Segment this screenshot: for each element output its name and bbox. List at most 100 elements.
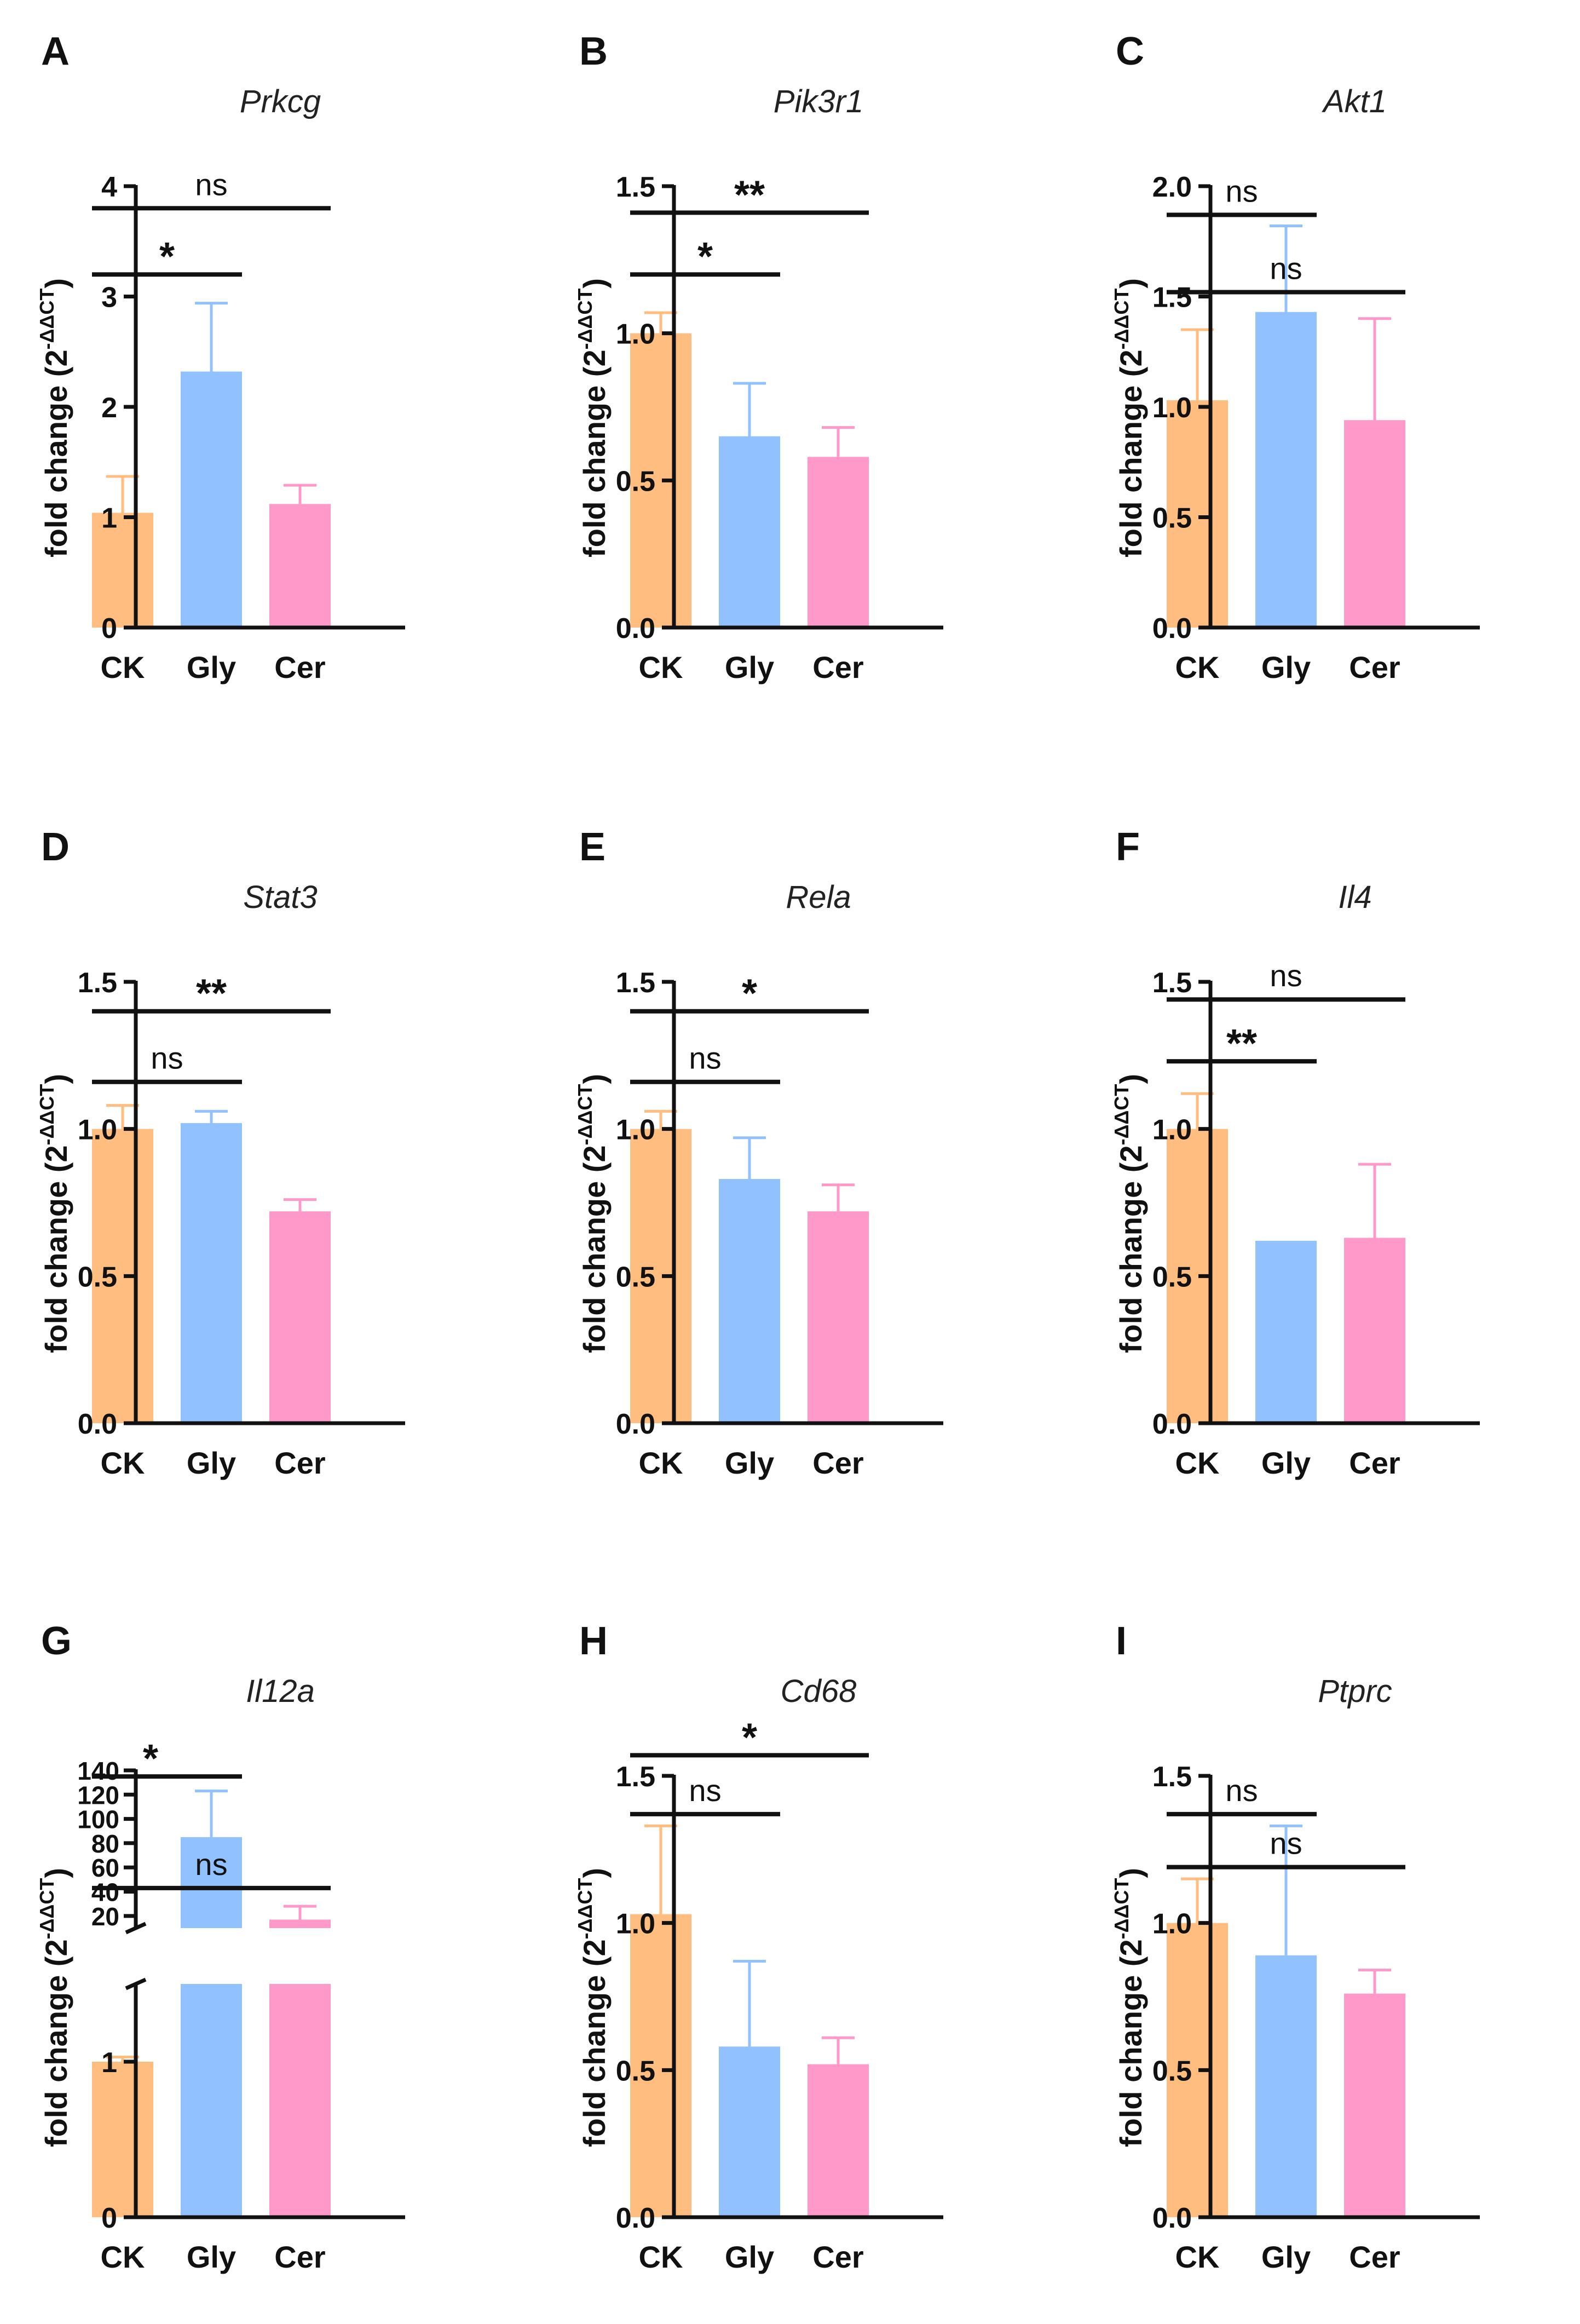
panel-g-ytick-label: 0 [101, 2202, 117, 2234]
panel-g-sig-label: ns [195, 1847, 227, 1882]
panel-H: H Cd68 fold change (2-ΔΔCT) CK Gly Cer 0.0 0.5 1… [574, 1619, 943, 2274]
panel-c-xtick-ck: CK [1175, 650, 1220, 684]
panel-g-bar-upper-gly [181, 1837, 242, 1928]
panel-g-ytick-label: 140 [77, 1757, 119, 1785]
panel-d-xtick-cer: Cer [274, 1446, 325, 1480]
panel-g-letter: G [41, 1619, 72, 1663]
panel-e-ytick-label: 1.5 [616, 967, 655, 999]
panel-f-ytick-label: 1.5 [1152, 967, 1192, 999]
panel-c-title: Akt1 [1322, 84, 1387, 119]
panel-i-sig-label: ns [1270, 1826, 1302, 1861]
panel-a-sig-label: * [159, 235, 175, 279]
panel-b-title: Pik3r1 [774, 84, 863, 119]
panel-e-bar-ck [630, 1129, 691, 1423]
panel-g-ytick-label: 1 [101, 2047, 117, 2079]
panel-h-ytick-label: 0.0 [616, 2202, 655, 2234]
panel-c-bar-ck [1167, 400, 1228, 628]
panel-i-ytick-label: 0.5 [1152, 2055, 1192, 2087]
panel-f-ylabel: fold change (2-ΔΔCT) [1110, 1074, 1148, 1353]
panel-d-xtick-ck: CK [101, 1446, 145, 1480]
panel-I: I Ptprc fold change (2-ΔΔCT) CK Gly Cer 0.0 0.5… [1110, 1619, 1480, 2274]
panel-b-ytick-label: 0.0 [616, 613, 655, 645]
panel-b-ytick-label: 1.0 [616, 319, 655, 350]
panel-i-ytick-label: 1.0 [1152, 1908, 1192, 1940]
panel-B: B Pik3r1 fold change (2-ΔΔCT) CK Gly Cer 0.0 0.… [574, 30, 943, 684]
panel-g-sig-label: * [143, 1737, 158, 1781]
panel-C: C Akt1 fold change (2-ΔΔCT) CK Gly Cer 0.0 0.5 1… [1110, 30, 1480, 684]
panel-d-title: Stat3 [243, 879, 317, 915]
panel-e-letter: E [579, 825, 606, 869]
panel-f-ytick-label: 1.0 [1152, 1114, 1192, 1146]
panel-f-xtick-ck: CK [1175, 1446, 1220, 1480]
panel-b-letter: B [579, 30, 608, 73]
panel-a-ytick-label: 0 [101, 613, 117, 645]
panel-a-bar-cer [269, 504, 331, 628]
panel-c-ytick-label: 2.0 [1152, 171, 1192, 203]
panel-a-ytick-label: 2 [101, 392, 117, 424]
panel-f-xtick-cer: Cer [1349, 1446, 1400, 1480]
panel-f-sig-label: ns [1270, 958, 1302, 993]
panel-g-ytick-label: 20 [91, 1902, 119, 1931]
panel-d-sig-label: ns [151, 1041, 183, 1075]
panel-c-ytick-label: 1.0 [1152, 392, 1192, 424]
panel-e-sig-label: * [742, 972, 757, 1016]
panel-d-ytick-label: 0.5 [78, 1261, 117, 1293]
panel-e-ytick-label: 0.0 [616, 1408, 655, 1440]
panel-f-title: Il4 [1338, 879, 1371, 915]
panel-e-ytick-label: 1.0 [616, 1114, 655, 1146]
panel-i-title: Ptprc [1318, 1673, 1392, 1709]
panel-b-xtick-ck: CK [639, 650, 683, 684]
panel-i-bar-gly [1255, 1955, 1317, 2217]
panel-g-ytick-label: 120 [77, 1781, 119, 1809]
panel-g-ytick-label: 80 [91, 1830, 119, 1858]
panel-b-xtick-cer: Cer [812, 650, 863, 684]
panel-c-ytick-label: 0.0 [1152, 613, 1192, 645]
panel-b-sig-label: * [697, 235, 713, 279]
panel-h-bar-cer [808, 2064, 869, 2217]
panel-b-ytick-label: 0.5 [616, 465, 655, 497]
panel-g-title: Il12a [246, 1673, 315, 1709]
panel-c-sig-label: ns [1225, 174, 1258, 208]
panel-h-xtick-cer: Cer [812, 2240, 863, 2274]
panel-i-xtick-ck: CK [1175, 2240, 1220, 2274]
panel-f-sig-label: ** [1226, 1022, 1257, 1066]
panel-a-title: Prkcg [240, 84, 321, 119]
panel-c-letter: C [1116, 30, 1144, 73]
panel-e-xtick-gly: Gly [725, 1446, 774, 1480]
panel-d-ytick-label: 0.0 [78, 1408, 117, 1440]
panel-d-bar-ck [92, 1129, 153, 1423]
panel-h-xtick-gly: Gly [725, 2240, 774, 2274]
panel-c-ytick-label: 1.5 [1152, 282, 1192, 314]
panel-b-ytick-label: 1.5 [616, 171, 655, 203]
panel-d-bar-gly [181, 1123, 242, 1423]
panel-A: A Prkcg fold change (2-ΔΔCT) CK Gly Cer 0 1 2 3 4 *… [36, 30, 405, 684]
panel-h-letter: H [579, 1619, 608, 1663]
panel-d-ylabel: fold change (2-ΔΔCT) [36, 1074, 73, 1353]
panel-e-xtick-ck: CK [639, 1446, 683, 1480]
panel-b-ylabel: fold change (2-ΔΔCT) [574, 278, 612, 557]
panel-h-bar-ck [630, 1914, 691, 2217]
panel-d-xtick-gly: Gly [187, 1446, 236, 1480]
panel-h-ytick-label: 0.5 [616, 2055, 655, 2087]
panel-h-ytick-label: 1.0 [616, 1908, 655, 1940]
panel-f-xtick-gly: Gly [1261, 1446, 1311, 1480]
panel-f-ytick-label: 0.0 [1152, 1408, 1192, 1440]
panel-a-xtick-gly: Gly [187, 650, 236, 684]
panel-g-xtick-cer: Cer [274, 2240, 325, 2274]
panel-i-xtick-gly: Gly [1261, 2240, 1311, 2274]
panel-f-ytick-label: 0.5 [1152, 1261, 1192, 1293]
panel-i-ytick-label: 0.0 [1152, 2202, 1192, 2234]
panel-f-bar-cer [1344, 1238, 1405, 1423]
panel-a-bar-ck [92, 513, 153, 628]
panel-b-xtick-gly: Gly [725, 650, 774, 684]
panel-D: D Stat3 fold change (2-ΔΔCT) CK Gly Cer 0.0 0.5… [36, 825, 405, 1480]
panel-a-xtick-cer: Cer [274, 650, 325, 684]
panel-i-xtick-cer: Cer [1349, 2240, 1400, 2274]
panel-g-xtick-gly: Gly [187, 2240, 236, 2274]
panel-e-title: Rela [786, 879, 851, 915]
panel-b-bar-gly [719, 436, 780, 628]
panel-a-letter: A [41, 30, 70, 73]
panel-d-letter: D [41, 825, 70, 869]
